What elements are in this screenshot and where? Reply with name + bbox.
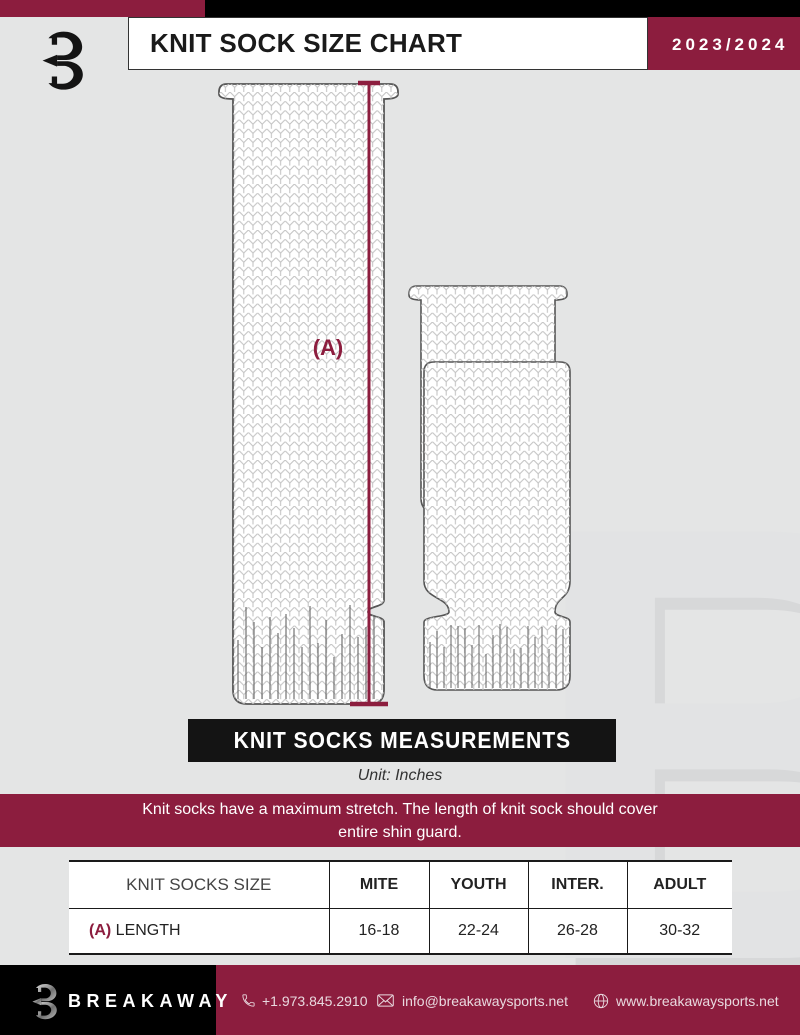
- svg-text:(A): (A): [313, 335, 344, 360]
